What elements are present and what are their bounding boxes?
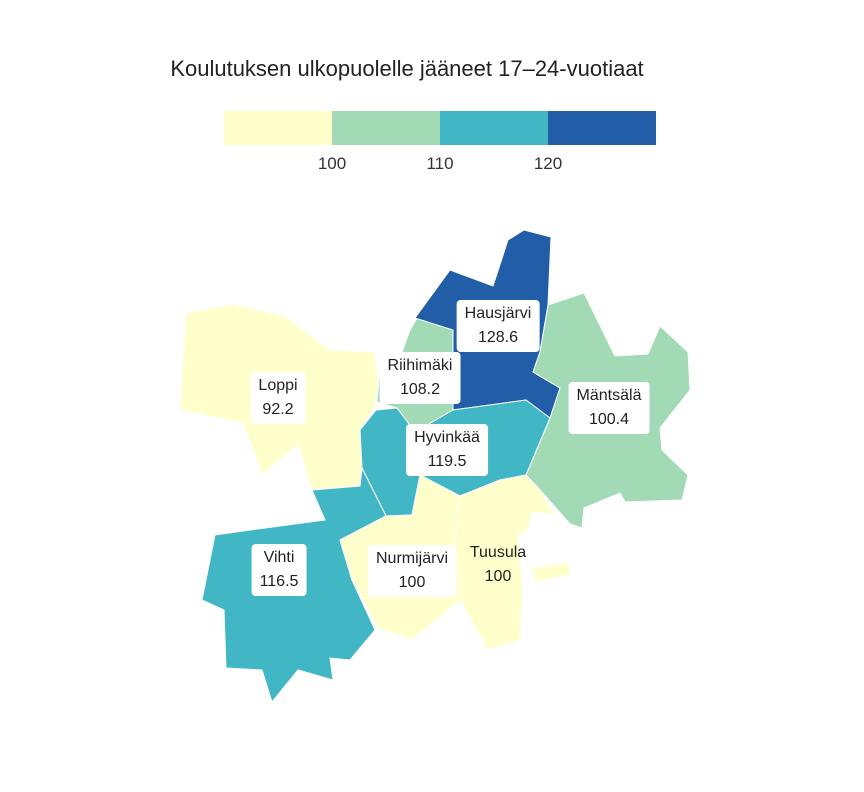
region-tuusula-exclave[interactable]	[532, 561, 571, 583]
label-tuusula: Tuusula 100	[462, 539, 534, 591]
color-legend	[224, 111, 656, 145]
label-name: Vihti	[263, 549, 295, 566]
region-tuusula[interactable]	[454, 474, 556, 651]
label-name: Tuusula	[469, 544, 527, 561]
legend-tick-120: 120	[533, 154, 563, 173]
legend-tick-100: 100	[317, 154, 347, 173]
map-title: Koulutuksen ulkopuolelle jääneet 17–24-v…	[170, 56, 644, 81]
label-value: 100.4	[588, 411, 630, 428]
legend-swatch-1	[224, 111, 332, 145]
label-value: 116.5	[259, 573, 299, 590]
label-value: 100	[484, 568, 512, 585]
label-name: Mäntsälä	[576, 387, 642, 404]
label-hausjarvi: Hausjärvi 128.6	[456, 300, 540, 352]
label-value: 108.2	[399, 381, 441, 398]
label-hyvinkaa: Hyvinkää 119.5	[406, 424, 488, 476]
label-value: 119.5	[427, 453, 467, 470]
label-name: Hyvinkää	[414, 429, 480, 446]
label-nurmijarvi: Nurmijärvi 100	[368, 545, 456, 597]
label-loppi: Loppi 92.2	[250, 372, 306, 424]
legend-tick-110: 110	[426, 154, 454, 173]
label-name: Nurmijärvi	[376, 550, 448, 567]
label-value: 100	[398, 574, 426, 591]
legend-swatch-3	[440, 111, 548, 145]
label-name: Hausjärvi	[464, 305, 532, 322]
legend-swatch-2	[332, 111, 440, 145]
label-riihimaki: Riihimäki 108.2	[379, 352, 461, 404]
label-mantsala: Mäntsälä 100.4	[568, 382, 650, 434]
label-name: Loppi	[258, 377, 298, 394]
legend-swatch-4	[548, 111, 656, 145]
label-vihti: Vihti 116.5	[251, 544, 307, 596]
label-value: 92.2	[262, 401, 294, 418]
label-name: Riihimäki	[387, 357, 453, 374]
label-value: 128.6	[477, 329, 519, 346]
